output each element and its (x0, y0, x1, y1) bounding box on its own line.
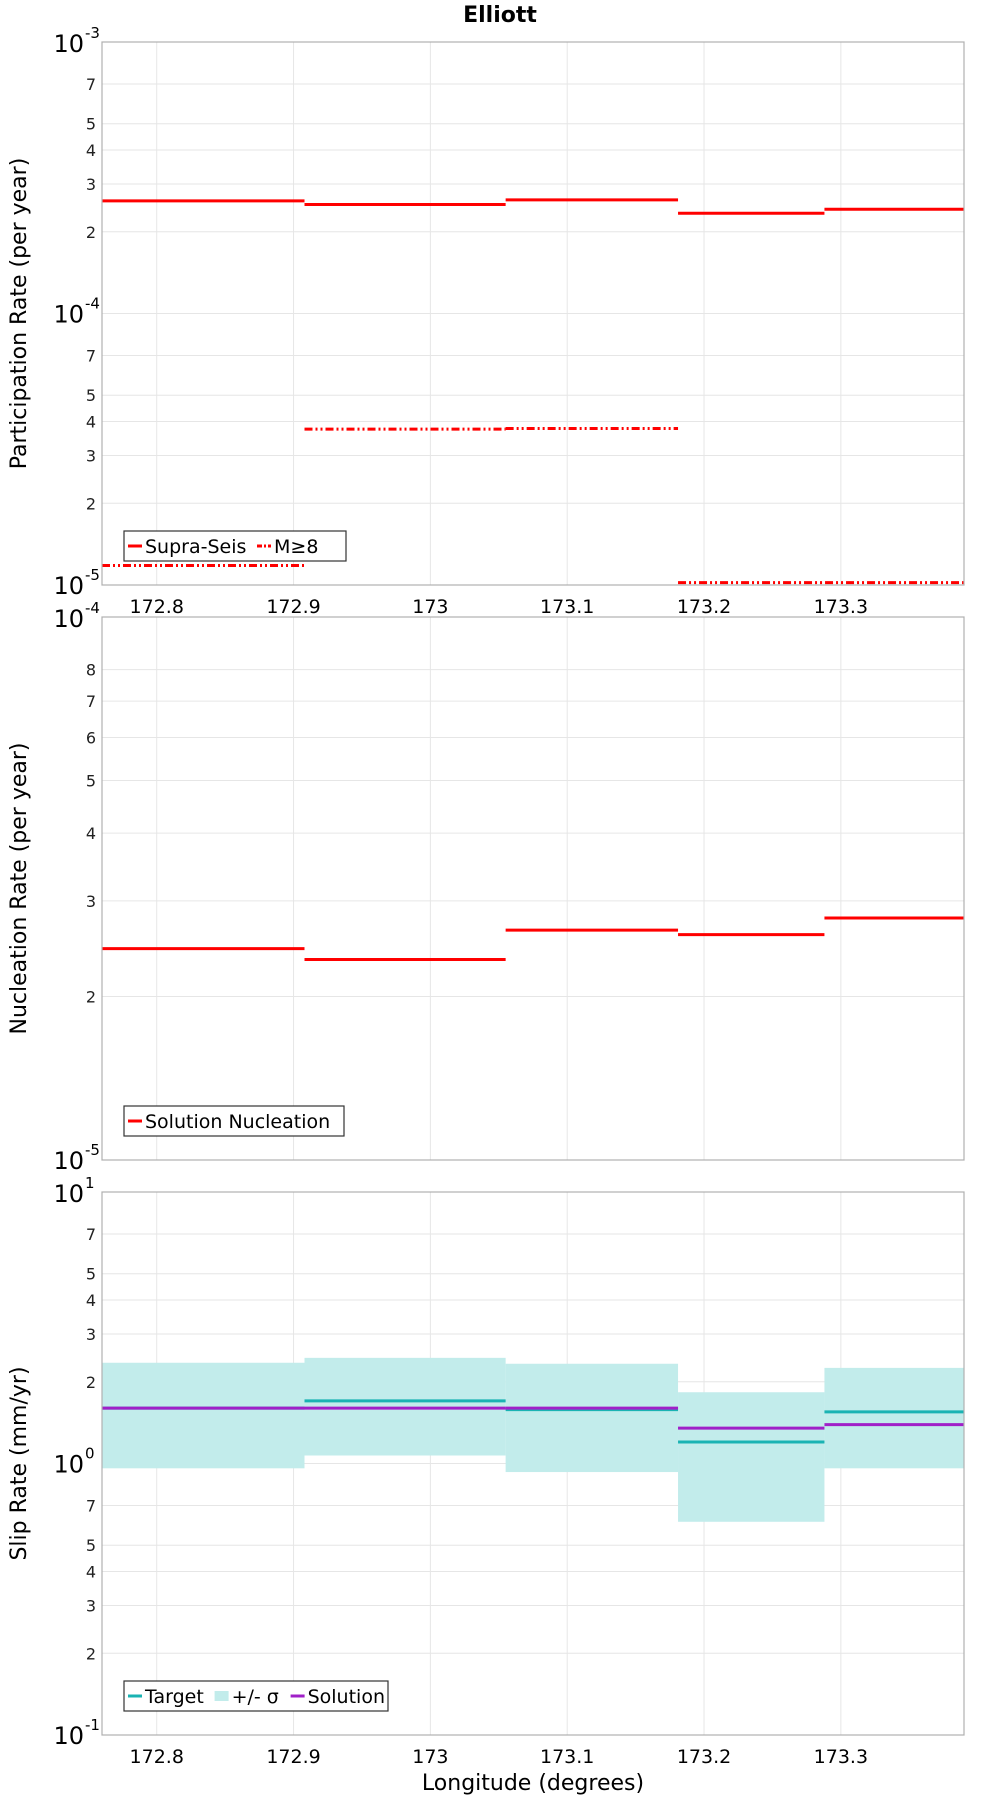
panel3-legend: Target +/- σ Solution (123, 1680, 389, 1712)
panel2-ytick-major-exp-1: -5 (85, 1141, 100, 1159)
panel3-legend-swatch-1 (214, 1691, 229, 1701)
panel2-ytick-major-base-0: 10 (53, 605, 84, 633)
panel1-frame (101, 41, 965, 586)
panel2-plot-area (102, 617, 964, 1160)
panel3-legend-label-1: +/- σ (232, 1686, 279, 1708)
panel3-band-seg-2 (505, 1363, 679, 1473)
panel3-xtick-1: 172.9 (266, 1746, 320, 1768)
panel3-ytick-minor-4: 2 (86, 1373, 96, 1392)
panel2-legend-box (123, 1105, 345, 1137)
panel3-ytick-major-base-1: 10 (53, 1451, 84, 1479)
panel3-ylabel: Slip Rate (mm/yr) (7, 1366, 32, 1560)
panel1-ytick-minor-5: 7 (86, 347, 96, 366)
panel3-xtick-2: 173 (412, 1746, 448, 1768)
panel2-ytick-major-exp-0: -4 (85, 599, 100, 617)
panel1-ytick-major-exp-1: -4 (85, 295, 100, 313)
panel3-band-seg-3 (678, 1392, 825, 1522)
panel2-ytick-minor-4: 4 (86, 824, 96, 843)
panel3-ytick-minor-6: 5 (86, 1536, 96, 1555)
panel2-ytick-major-1: 10 -5 (53, 1141, 100, 1175)
panel3-band-seg-0 (102, 1362, 305, 1469)
panel1-ytick-major-exp-0: -3 (85, 24, 100, 42)
panel2-ytick-minor-3: 5 (86, 771, 96, 790)
panel2-ytick-minor-1: 7 (86, 692, 96, 711)
panel3-ytick-major-exp-2: -1 (85, 1716, 100, 1734)
panel2-ytick-minor-2: 6 (86, 728, 96, 747)
panel1-ytick-minor-9: 2 (86, 494, 96, 513)
panel3-ytick-major-exp-1: 0 (85, 1445, 95, 1463)
panel3-series (102, 1357, 964, 1522)
panel3-xlabel: Longitude (degrees) (422, 1771, 644, 1796)
panel1-ytick-minor-8: 3 (86, 446, 96, 465)
panel2-series (102, 916, 964, 962)
panel1-series (102, 198, 964, 585)
panel1-ytick-major-base-2: 10 (53, 572, 84, 600)
panel1-xtick-5: 173.3 (814, 596, 868, 618)
panel1-ytick-minor-3: 3 (86, 175, 96, 194)
panel3-ytick-major-2: 10 -1 (53, 1716, 100, 1750)
panel1-legend-label-0: Supra-Seis (145, 536, 246, 558)
panel3-ytick-minor-1: 5 (86, 1265, 96, 1284)
panel1-xtick-1: 172.9 (266, 596, 320, 618)
panel1-ytick-minor-0: 7 (86, 75, 96, 94)
panel2-frame (101, 616, 965, 1161)
panel1-legend: Supra-Seis M≥8 (123, 530, 347, 562)
panel1-ytick-major-exp-2: -5 (85, 566, 100, 584)
panel1-gridlines (102, 41, 964, 586)
figure-title: Elliott (463, 3, 537, 28)
panel3-ytick-major-exp-0: 1 (85, 1174, 95, 1192)
panel3-legend-box (123, 1680, 389, 1712)
panel1-ytick-major-2: 10 -5 (53, 566, 100, 600)
panel3-legend-label-0: Target (144, 1686, 204, 1708)
panel3-band-seg-4 (824, 1367, 964, 1469)
panel3-ytick-major-base-2: 10 (53, 1722, 84, 1750)
panel2-ytick-major-base-1: 10 (53, 1147, 84, 1175)
panel3-ytick-minor-2: 4 (86, 1291, 96, 1310)
panel3-ytick-minor-0: 7 (86, 1225, 96, 1244)
panel2-ylabel: Nucleation Rate (per year) (7, 743, 32, 1035)
panel1-ytick-minor-7: 4 (86, 413, 96, 432)
panel3-ytick-major-base-0: 10 (53, 1180, 84, 1208)
panel1-xtick-0: 172.8 (130, 596, 184, 618)
panel1-legend-box (123, 530, 347, 562)
panel2-legend-label-0: Solution Nucleation (145, 1111, 330, 1133)
panel3-ytick-major-1: 10 0 (53, 1445, 94, 1479)
panel1-ytick-minor-1: 5 (86, 115, 96, 134)
panel3-ytick-minor-5: 7 (86, 1497, 96, 1516)
panel3-ytick-minor-3: 3 (86, 1325, 96, 1344)
panel2-ytick-minor-6: 2 (86, 988, 96, 1007)
panel1-ytick-minor-6: 5 (86, 386, 96, 405)
panel3-xtick-3: 173.1 (540, 1746, 594, 1768)
panel1-ytick-minor-4: 2 (86, 223, 96, 242)
panel3-xtick-5: 173.3 (814, 1746, 868, 1768)
panel3-frame (101, 1191, 965, 1736)
panel3-legend-label-2: Solution (308, 1686, 385, 1708)
panel3-ytick-major-0: 10 1 (53, 1174, 94, 1208)
panel1-legend-label-1: M≥8 (274, 536, 318, 558)
panel3-xtick-4: 173.2 (677, 1746, 731, 1768)
panel1-xtick-2: 173 (412, 596, 448, 618)
panel1-ytick-major-base-0: 10 (53, 30, 84, 58)
panel1-ylabel: Participation Rate (per year) (7, 158, 32, 470)
panel1-ytick-major-0: 10 -3 (53, 24, 100, 58)
panel1-ytick-major-1: 10 -4 (53, 295, 100, 329)
panel2-ytick-minor-0: 8 (86, 661, 96, 680)
panel3-ytick-minor-7: 4 (86, 1563, 96, 1582)
panel2-ytick-minor-5: 3 (86, 892, 96, 911)
panel1-xtick-4: 173.2 (677, 596, 731, 618)
panel2-legend: Solution Nucleation (123, 1105, 345, 1137)
panel3-xtick-0: 172.8 (130, 1746, 184, 1768)
panel3-ytick-minor-9: 2 (86, 1644, 96, 1663)
panel1-ytick-major-base-1: 10 (53, 301, 84, 329)
panel2-ytick-major-0: 10 -4 (53, 599, 100, 633)
panel1-xtick-3: 173.1 (540, 596, 594, 618)
panel1-ytick-minor-2: 4 (86, 141, 96, 160)
panel3-ytick-minor-8: 3 (86, 1596, 96, 1615)
